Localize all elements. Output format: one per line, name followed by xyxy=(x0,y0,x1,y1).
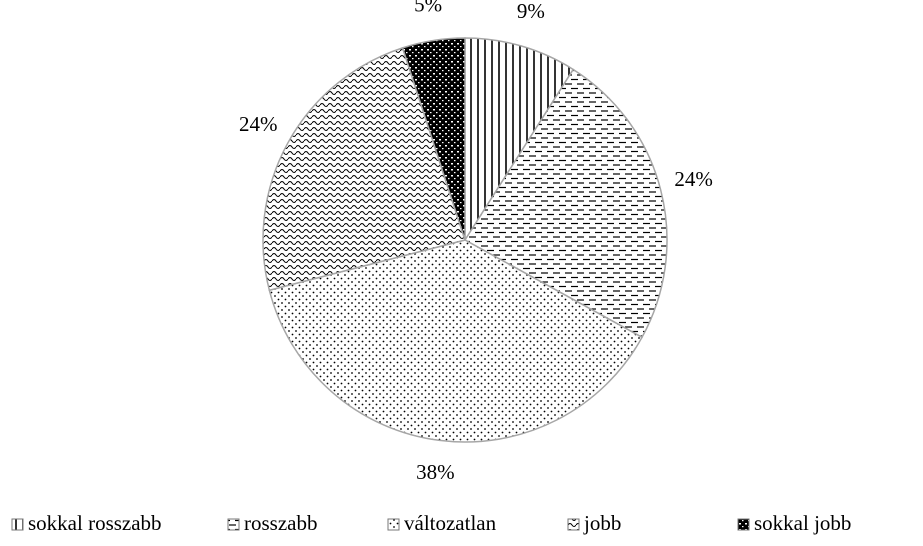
legend-label: sokkal rosszabb xyxy=(28,511,162,535)
legend-swatch xyxy=(737,518,750,531)
legend-swatch xyxy=(387,518,400,531)
pie-slice xyxy=(401,37,466,241)
legend-label: rosszabb xyxy=(244,511,317,535)
data-label: 24% xyxy=(239,112,278,136)
data-label: 9% xyxy=(517,0,545,23)
data-label: 38% xyxy=(416,460,455,484)
data-label: 24% xyxy=(674,167,713,191)
pie-slice xyxy=(464,37,575,243)
legend-label: jobb xyxy=(583,511,621,535)
legend-label: változatlan xyxy=(404,511,497,535)
pie-slice xyxy=(463,68,668,339)
pie-slice xyxy=(268,239,644,443)
pie-slice xyxy=(262,46,466,292)
data-label: 5% xyxy=(414,0,442,17)
legend-swatch xyxy=(227,518,240,531)
legend-swatch xyxy=(11,518,24,531)
legend-swatch xyxy=(567,518,580,531)
legend-label: sokkal jobb xyxy=(754,511,851,535)
